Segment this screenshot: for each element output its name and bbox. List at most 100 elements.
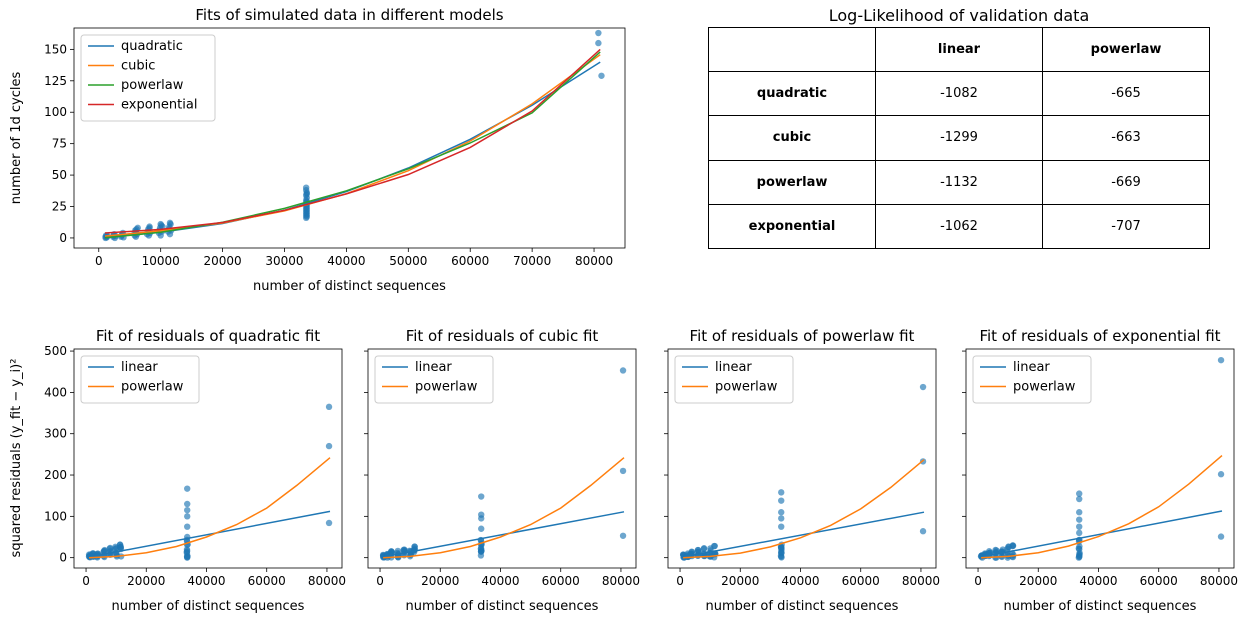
residual-point <box>325 442 333 450</box>
residual-point <box>478 525 485 532</box>
y-axis-label: squared residuals (y_fit − y_i)² <box>9 359 24 558</box>
x-tick-label: 80000 <box>1200 574 1238 588</box>
x-axis-label: number of distinct sequences <box>112 599 305 614</box>
residual-point <box>1076 523 1083 530</box>
y-tick-label: 125 <box>44 74 67 88</box>
log-likelihood-table: linear powerlaw quadratic -1082 -665 cub… <box>708 26 1210 250</box>
plot-frame <box>73 348 343 569</box>
residual-point <box>778 549 785 557</box>
residual-point <box>778 554 785 561</box>
table-header-cell <box>708 26 876 73</box>
x-axis-label: number of distinct sequences <box>253 279 446 294</box>
chart-title: Fit of residuals of powerlaw fit <box>690 327 915 345</box>
data-point <box>303 190 310 198</box>
residual-point <box>1217 356 1225 364</box>
residual-point <box>919 528 927 535</box>
x-tick-label: 50000 <box>389 254 427 268</box>
residual-point <box>388 548 395 556</box>
y-tick-label: 100 <box>44 105 67 119</box>
x-tick-label: 40000 <box>781 574 819 588</box>
legend-label: linear <box>715 360 752 375</box>
x-tick-label: 40000 <box>1079 574 1117 588</box>
y-tick-label: 25 <box>52 200 67 214</box>
y-axis-label: number of 1d cycles <box>9 71 24 204</box>
x-tick-label: 40000 <box>327 254 365 268</box>
series-line-linear <box>88 510 331 558</box>
residual-point <box>700 545 708 552</box>
table-cell: -1299 <box>875 115 1043 161</box>
x-tick-label: 60000 <box>248 574 286 588</box>
x-tick-label: 80000 <box>575 254 613 268</box>
table-row: cubic -1299 -663 <box>708 115 1210 161</box>
x-tick-label: 10000 <box>142 254 180 268</box>
residual-point <box>694 546 702 554</box>
plot-frame <box>667 348 937 569</box>
residual-point <box>711 542 718 550</box>
plot-frame <box>965 348 1235 569</box>
data-point <box>302 214 310 222</box>
residual-point <box>619 467 627 475</box>
y-tick-label: 150 <box>44 42 67 56</box>
x-tick-label: 80000 <box>902 574 940 588</box>
table-cell: -665 <box>1042 71 1210 117</box>
residual-point <box>1076 552 1083 560</box>
residual-point <box>778 515 785 522</box>
residual-point <box>184 513 191 520</box>
x-axis-label: number of distinct sequences <box>406 599 599 614</box>
x-axis-label: number of distinct sequences <box>1004 599 1197 614</box>
table-cell: -1132 <box>875 159 1043 205</box>
residual-point <box>778 523 785 530</box>
residual-point <box>184 500 191 508</box>
x-tick-label: 60000 <box>542 574 580 588</box>
legend-label: exponential <box>121 98 197 113</box>
residual-point <box>1217 471 1225 478</box>
residual-point <box>778 509 785 516</box>
x-tick-label: 0 <box>95 254 103 268</box>
x-tick-label: 70000 <box>513 254 551 268</box>
table-row-label: quadratic <box>708 71 876 117</box>
y-tick-label: 100 <box>44 509 67 523</box>
series-line-powerlaw <box>981 455 1223 559</box>
legend-label: powerlaw <box>415 380 478 395</box>
legend-label: powerlaw <box>121 78 184 93</box>
legend-label: powerlaw <box>121 380 184 395</box>
residual-point <box>478 493 485 500</box>
legend-label: quadratic <box>121 39 183 54</box>
legend-label: powerlaw <box>715 380 778 395</box>
series-line-linear <box>382 511 625 558</box>
table-row-label: exponential <box>708 203 876 250</box>
x-tick-label: 0 <box>82 574 90 588</box>
x-tick-label: 60000 <box>451 254 489 268</box>
table-row: quadratic -1082 -665 <box>708 71 1210 117</box>
y-tick-label: 500 <box>44 344 67 358</box>
table-cell: -707 <box>1042 203 1210 250</box>
residual-point <box>1076 495 1083 503</box>
x-tick-label: 20000 <box>1019 574 1057 588</box>
table-cell: -1082 <box>875 71 1043 117</box>
x-tick-label: 80000 <box>602 574 640 588</box>
plot-frame <box>73 27 626 249</box>
x-tick-label: 20000 <box>127 574 165 588</box>
residual-point <box>325 519 333 527</box>
residual-point <box>117 544 124 551</box>
series-line-linear <box>980 510 1223 558</box>
data-point <box>146 223 153 230</box>
residual-point <box>184 523 191 530</box>
y-tick-label: 200 <box>44 468 67 482</box>
residual-point <box>778 489 785 496</box>
table-cell: -663 <box>1042 115 1210 161</box>
residual-point <box>777 544 785 551</box>
residual-point <box>184 485 191 492</box>
residual-point <box>1076 516 1083 523</box>
residual-point <box>184 506 191 514</box>
data-point <box>595 29 602 37</box>
residual-point <box>1076 509 1083 516</box>
residual-point <box>101 547 108 555</box>
chart-title: Fit of residuals of exponential fit <box>979 327 1220 345</box>
residual-point <box>1076 490 1083 497</box>
table-title: Log-Likelihood of validation data <box>828 6 1090 25</box>
legend-label: powerlaw <box>1013 380 1076 395</box>
legend-label: cubic <box>121 59 155 74</box>
x-tick-label: 40000 <box>187 574 225 588</box>
